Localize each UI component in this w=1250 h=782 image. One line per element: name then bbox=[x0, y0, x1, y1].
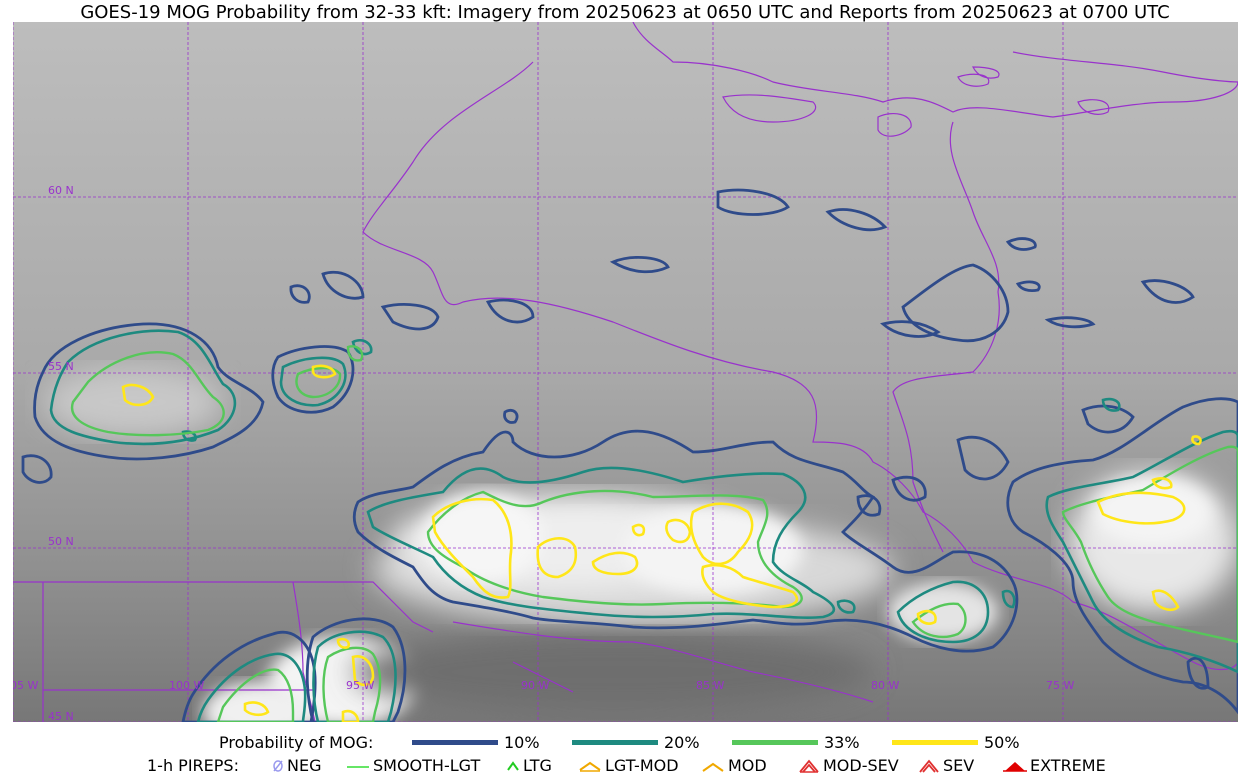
legend-item-50pct: 50% bbox=[892, 733, 1020, 752]
legend-swatch-50pct bbox=[892, 740, 978, 745]
lon-label-95w: 95 W bbox=[346, 679, 374, 692]
probability-legend: Probability of MOG: 10% 20% 33% 50% bbox=[0, 733, 1250, 755]
legend-label-33pct: 33% bbox=[824, 733, 860, 752]
lat-label-45n: 45 N bbox=[48, 710, 74, 722]
contours-20pct bbox=[49, 329, 1238, 722]
lon-label-105w: 105 W bbox=[13, 679, 38, 692]
contour-10-west bbox=[33, 322, 265, 461]
legend-label-lgt-mod: LGT-MOD bbox=[605, 756, 679, 775]
pireps-legend-label: 1-h PIREPS: bbox=[147, 756, 239, 775]
lat-label-55n: 55 N bbox=[48, 360, 74, 373]
pireps-legend: 1-h PIREPS: NEG SMOOTH-LGT LTG LGT-MOD M… bbox=[0, 756, 1250, 778]
legend-item-mod: MOD bbox=[701, 756, 767, 775]
legend-label-sev: SEV bbox=[943, 756, 975, 775]
legend-item-10pct: 10% bbox=[412, 733, 540, 752]
extreme-icon bbox=[1003, 761, 1027, 772]
graticule bbox=[13, 22, 1238, 722]
lon-label-75w: 75 W bbox=[1046, 679, 1074, 692]
legend-label-ltg: LTG bbox=[523, 756, 552, 775]
legend-item-20pct: 20% bbox=[572, 733, 700, 752]
contour-10-east bbox=[1006, 397, 1238, 715]
contour-10-central bbox=[352, 429, 1019, 653]
neg-icon bbox=[273, 759, 283, 772]
legend-item-33pct: 33% bbox=[732, 733, 860, 752]
lon-label-80w: 80 W bbox=[871, 679, 899, 692]
lat-label-50n: 50 N bbox=[48, 535, 74, 548]
legend-item-sev: SEV bbox=[918, 756, 974, 775]
legend-item-mod-sev: MOD-SEV bbox=[798, 756, 899, 775]
legend-label-10pct: 10% bbox=[504, 733, 540, 752]
legend-label-20pct: 20% bbox=[664, 733, 700, 752]
ltg-icon bbox=[507, 760, 519, 771]
legend-label-mod-sev: MOD-SEV bbox=[823, 756, 899, 775]
legend-swatch-20pct bbox=[572, 740, 658, 745]
lon-label-90w: 90 W bbox=[521, 679, 549, 692]
legend-swatch-10pct bbox=[412, 740, 498, 745]
sev-icon bbox=[919, 759, 939, 773]
lon-label-85w: 85 W bbox=[696, 679, 724, 692]
legend-item-smooth-lgt: SMOOTH-LGT bbox=[346, 756, 480, 775]
smooth-lgt-icon bbox=[347, 765, 369, 768]
lgt-mod-icon bbox=[579, 761, 601, 772]
legend-label-extreme: EXTREME bbox=[1030, 756, 1106, 775]
contours-10pct bbox=[21, 188, 1238, 722]
probability-legend-label: Probability of MOG: bbox=[219, 733, 374, 752]
mod-sev-icon bbox=[799, 759, 819, 773]
legend-label-mod: MOD bbox=[728, 756, 767, 775]
lon-label-100w: 100 W bbox=[169, 679, 204, 692]
contour-50-main bbox=[431, 497, 513, 599]
satellite-map: 60 N 55 N 50 N 45 N 105 W 100 W 95 W 90 … bbox=[13, 22, 1238, 722]
legend-item-ltg: LTG bbox=[506, 756, 552, 775]
lat-label-60n: 60 N bbox=[48, 184, 74, 197]
contours-50pct bbox=[121, 364, 1202, 722]
map-title: GOES-19 MOG Probability from 32-33 kft: … bbox=[80, 2, 1170, 23]
legend-swatch-33pct bbox=[732, 740, 818, 745]
contours-33pct bbox=[70, 345, 1238, 722]
legend-label-50pct: 50% bbox=[984, 733, 1020, 752]
contour-10-southwest bbox=[181, 630, 317, 722]
contour-10-ontario-west bbox=[271, 345, 355, 414]
legend-item-lgt-mod: LGT-MOD bbox=[578, 756, 679, 775]
contour-10-south bbox=[305, 617, 407, 722]
legend-item-extreme: EXTREME bbox=[1003, 756, 1106, 775]
legend-label-smooth-lgt: SMOOTH-LGT bbox=[373, 756, 481, 775]
legend-item-neg: NEG bbox=[272, 756, 321, 775]
legend-label-neg: NEG bbox=[287, 756, 322, 775]
mod-icon bbox=[702, 762, 724, 772]
